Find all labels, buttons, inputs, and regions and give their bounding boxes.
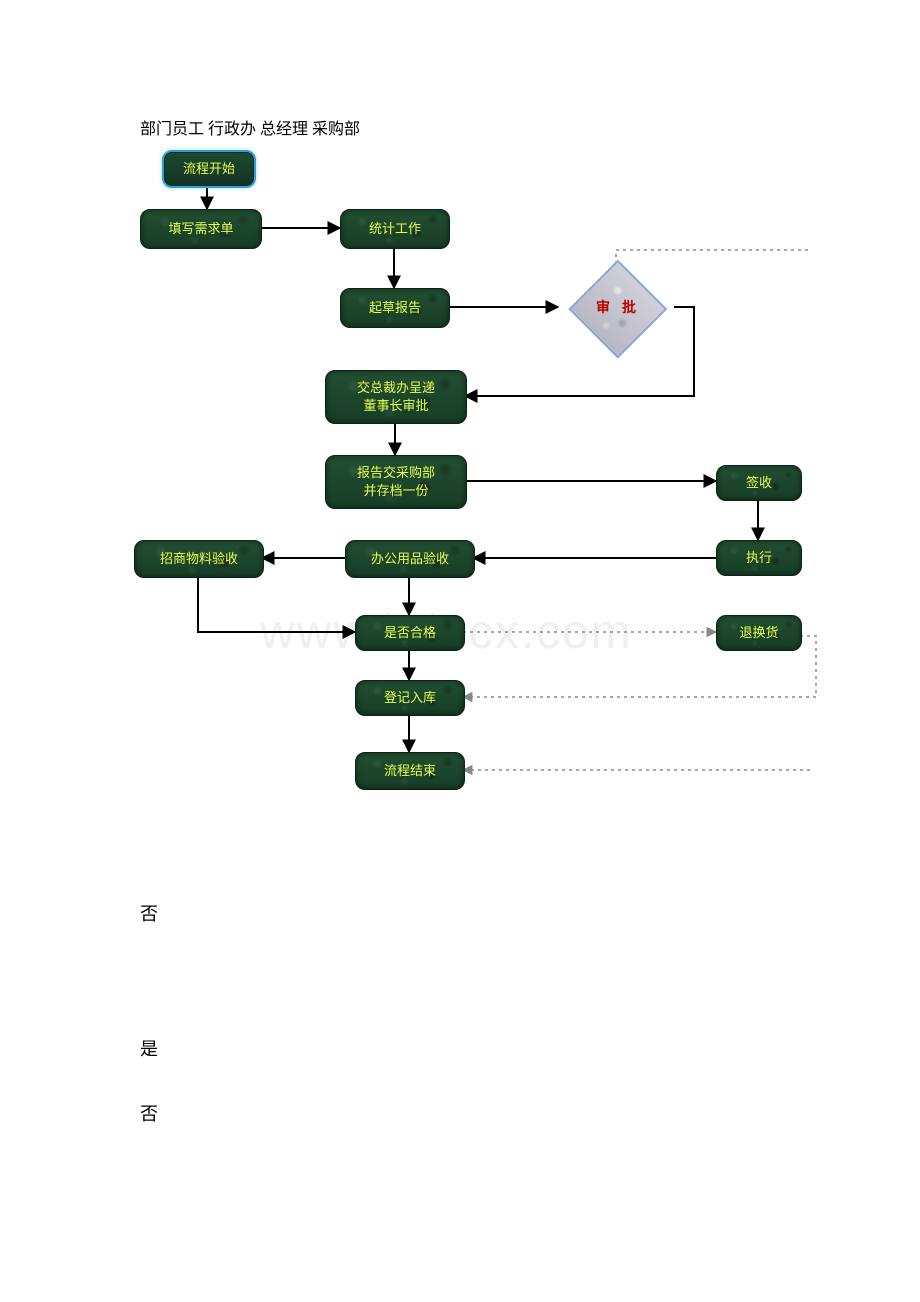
node-n_exec: 执行 — [716, 540, 802, 576]
footer-label-f3: 否 — [140, 1100, 158, 1126]
edge-e5 — [616, 250, 810, 278]
node-label: 执行 — [746, 549, 772, 567]
node-label: 审批 — [596, 297, 648, 317]
edges-layer — [0, 0, 920, 1302]
flowchart-canvas: www.bdocx.com 部门员工 行政办 总经理 采购部 流程开始填写需求单… — [0, 0, 920, 1302]
swimlane-header: 部门员工 行政办 总经理 采购部 — [140, 115, 360, 139]
node-label: 起草报告 — [369, 299, 421, 317]
node-n_arch: 报告交采购部 并存档一份 — [325, 455, 467, 509]
node-n_ceo: 交总裁办呈递 董事长审批 — [325, 370, 467, 424]
node-label: 是否合格 — [384, 624, 436, 642]
node-n_matchk: 招商物料验收 — [134, 540, 264, 578]
node-label: 招商物料验收 — [160, 550, 238, 568]
node-label: 退换货 — [739, 624, 778, 642]
node-start: 流程开始 — [162, 150, 256, 188]
node-label: 统计工作 — [369, 220, 421, 238]
node-d_appr: 审批 — [558, 278, 674, 336]
node-label: 交总裁办呈递 董事长审批 — [357, 379, 435, 414]
node-label: 办公用品验收 — [371, 550, 449, 568]
node-n_draft: 起草报告 — [340, 288, 450, 328]
footer-label-f1: 否 — [140, 900, 158, 926]
node-label: 签收 — [746, 474, 772, 492]
node-n_sign: 签收 — [716, 465, 802, 501]
edge-e12 — [198, 576, 355, 632]
node-n_stat: 统计工作 — [340, 209, 450, 249]
node-label: 填写需求单 — [168, 220, 233, 238]
node-n_return: 退换货 — [716, 615, 802, 651]
node-label: 报告交采购部 并存档一份 — [357, 464, 435, 499]
footer-label-f2: 是 — [140, 1035, 158, 1061]
node-label: 流程开始 — [183, 160, 235, 178]
node-n_offchk: 办公用品验收 — [345, 540, 475, 578]
node-label: 流程结束 — [384, 762, 436, 780]
node-n_end: 流程结束 — [355, 752, 465, 790]
node-n_qual: 是否合格 — [355, 615, 465, 651]
node-n_fill: 填写需求单 — [140, 209, 262, 249]
node-n_reg: 登记入库 — [355, 680, 465, 716]
node-label: 登记入库 — [384, 689, 436, 707]
